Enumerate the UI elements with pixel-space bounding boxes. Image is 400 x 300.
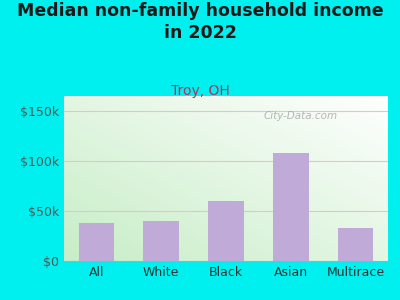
Bar — [208, 201, 244, 261]
Bar — [143, 221, 179, 261]
Bar — [338, 228, 374, 261]
Bar — [273, 153, 309, 261]
Text: City-Data.com: City-Data.com — [264, 111, 338, 121]
Text: Troy, OH: Troy, OH — [171, 84, 229, 98]
Bar — [78, 223, 114, 261]
Text: Median non-family household income
in 2022: Median non-family household income in 20… — [17, 2, 383, 42]
